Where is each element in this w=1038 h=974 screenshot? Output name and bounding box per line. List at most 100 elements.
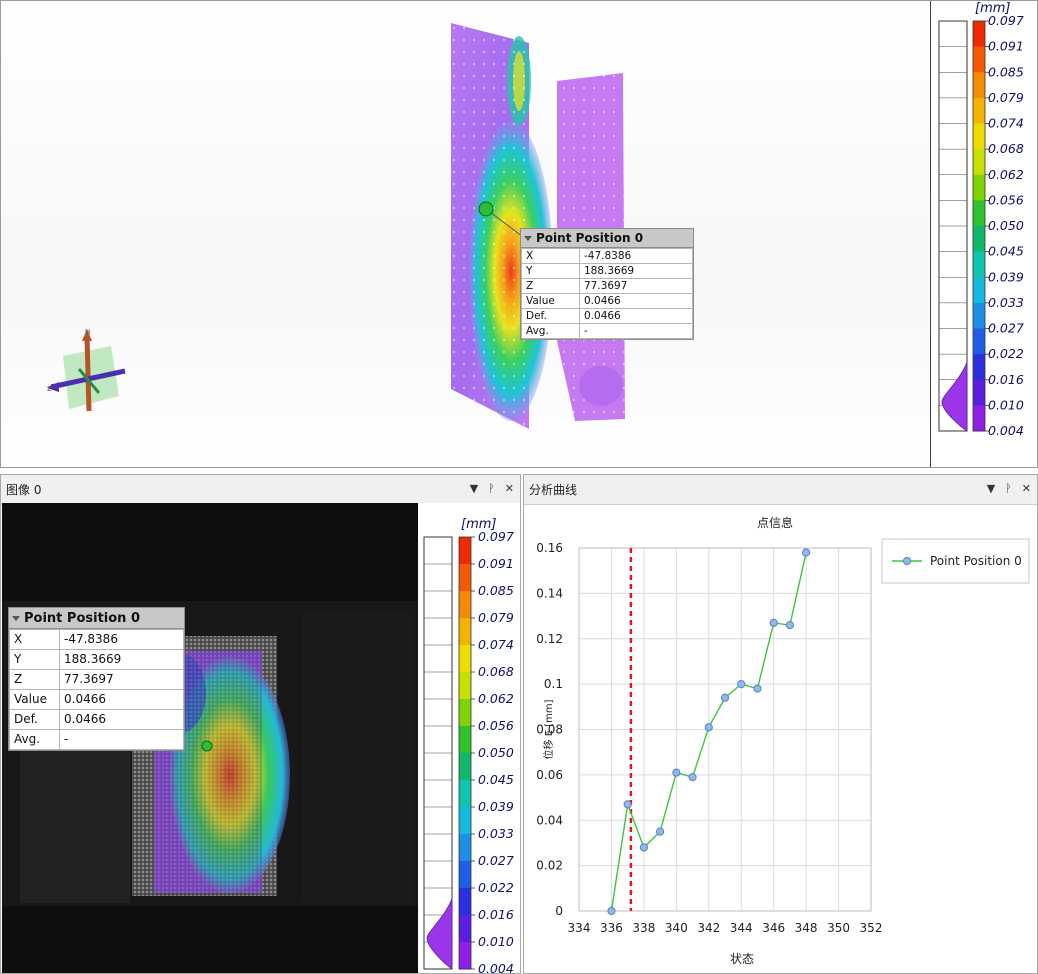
legend-tick-label: 0.074 (988, 116, 1024, 131)
point-info-box-2d[interactable]: Point Position 0 X -47.8386 Y 188.3669 Z 77.3… (8, 607, 185, 751)
curve-panel-header: 分析曲线 ▼ ᚹ ✕ (524, 475, 1037, 505)
pin-icon[interactable]: ᚹ (488, 482, 495, 495)
close-icon[interactable]: ✕ (1021, 482, 1031, 495)
data-point (704, 723, 713, 732)
x-tick-label: 348 (795, 921, 818, 935)
point-info-value: -47.8386 (59, 629, 184, 650)
legend-color-swatch (459, 915, 471, 943)
close-icon[interactable]: ✕ (504, 482, 514, 495)
panel-menu-icon[interactable]: ▼ (469, 482, 479, 495)
legend-tick-label: 0.027 (478, 853, 514, 868)
legend-color-swatch (973, 149, 985, 176)
image-panel: 图像 0 ▼ ᚹ ✕ (0, 474, 521, 974)
data-point (607, 906, 616, 916)
3d-scene[interactable]: H Z (1, 1, 931, 468)
point-info-value: 188.3669 (579, 263, 693, 279)
panel-menu-icon[interactable]: ▼ (986, 482, 996, 495)
legend-tick-label: 0.097 (478, 529, 514, 544)
legend-color-swatch (973, 277, 985, 304)
pin-icon[interactable]: ᚹ (1005, 482, 1012, 495)
legend-tick-label: 0.056 (988, 192, 1024, 207)
legend-tick-label: 0.091 (478, 556, 514, 571)
legend-color-swatch (973, 21, 985, 48)
data-point (802, 548, 811, 557)
point-info-row: Value 0.0466 (521, 293, 693, 309)
collapse-arrow-icon[interactable] (12, 615, 20, 621)
legend-tick-label: 0.097 (988, 13, 1024, 28)
legend-color-swatch (973, 123, 985, 150)
point-info-box-3d[interactable]: Point Position 0 X -47.8386 Y 188.3669 Z 77.3… (520, 228, 694, 340)
y-axis-label: 位移 E [mm] (542, 699, 555, 759)
point-info-row: X -47.8386 (9, 629, 184, 650)
chart-title: 点信息 (757, 515, 793, 530)
legend-color-swatch (973, 72, 985, 99)
collapse-arrow-icon[interactable] (524, 235, 532, 241)
legend-tick-label: 0.033 (478, 826, 514, 841)
axes-gizmo[interactable]: H Z (47, 328, 126, 412)
legend-tick-label: 0.010 (988, 397, 1024, 412)
x-tick-label: 340 (665, 921, 688, 935)
legend-color-swatch (459, 861, 471, 889)
data-point (753, 684, 762, 693)
legend-tick-label: 0.039 (478, 799, 514, 814)
data-point (720, 693, 730, 702)
legend-color-swatch (459, 780, 471, 808)
y-tick-label: 0.04 (536, 813, 563, 827)
color-legend-3d: [mm] 0.097 0.091 0.085 0.079 0.074 0.068 0.062 0… (930, 1, 1037, 467)
point-info-row: Y 188.3669 (9, 649, 184, 670)
legend-tick-label: 0.045 (988, 244, 1024, 259)
point-info-key: X (521, 248, 580, 264)
point-info-row: Avg. - (521, 323, 693, 339)
legend-histogram (426, 898, 453, 970)
legend-tick-label: 0.068 (478, 664, 514, 679)
legend-tick-label: 0.079 (478, 610, 514, 625)
point-info-row: Def. 0.0466 (9, 709, 184, 730)
point-info-key: Value (521, 293, 580, 309)
3d-viewport[interactable]: H Z Point Position 0 X -47.8386 Y 188.3669 Z… (0, 0, 1038, 468)
legend-tick-label: 0.022 (988, 346, 1024, 361)
legend-color-swatch (459, 834, 471, 862)
point-info-key: Def. (9, 709, 60, 730)
legend-color-swatch (973, 226, 985, 253)
point-info-value: 77.3697 (579, 278, 693, 294)
point-info-key: Z (521, 278, 580, 294)
legend-tick-label: 0.062 (988, 167, 1024, 182)
x-tick-label: 352 (860, 921, 883, 935)
data-point (785, 621, 794, 630)
legend-tick-label: 0.062 (478, 691, 514, 706)
legend-tick-label: 0.039 (988, 269, 1024, 284)
legend-color-swatch (459, 618, 471, 646)
legend-tick-label: 0.004 (988, 423, 1024, 438)
camera-image-view[interactable]: Point Position 0 X -47.8386 Y 188.3669 Z 77.3… (2, 503, 418, 973)
data-point (672, 768, 681, 777)
point-info-key: Y (9, 649, 60, 670)
point-info-key: Y (521, 263, 580, 279)
legend-tick-label: 0.016 (988, 372, 1024, 387)
point-info-value: 0.0466 (59, 689, 184, 710)
legend-color-swatch (973, 97, 985, 124)
x-tick-label: 350 (827, 921, 850, 935)
legend-color-swatch (973, 302, 985, 329)
selected-point-marker-2d[interactable] (201, 740, 213, 752)
analysis-curve-panel: 分析曲线 ▼ ᚹ ✕ 点信息 334 336 338 340 342 344 346 348 35… (523, 474, 1038, 974)
point-info-row: Avg. - (9, 729, 184, 750)
selected-point-marker[interactable] (478, 201, 494, 217)
x-tick-label: 334 (568, 921, 591, 935)
legend-color-swatch (973, 354, 985, 381)
legend-tick-label: 0.016 (478, 907, 514, 922)
point-info-value: 0.0466 (59, 709, 184, 730)
point-info-key: Avg. (9, 729, 60, 750)
legend-tick-label: 0.022 (478, 880, 514, 895)
axis-z-label: Z (47, 385, 52, 393)
x-axis-label: 状态 (730, 952, 754, 966)
legend-tick-label: 0.010 (478, 934, 514, 949)
analysis-chart[interactable]: 点信息 334 336 338 340 342 344 346 348 350 352 0 0.02 0.… (524, 505, 1037, 973)
image-panel-header: 图像 0 ▼ ᚹ ✕ (1, 475, 520, 505)
point-info-value: 77.3697 (59, 669, 184, 690)
point-box-title: Point Position 0 (24, 610, 140, 626)
point-info-value: - (59, 729, 184, 750)
legend-color-swatch (973, 379, 985, 406)
data-point (688, 773, 697, 782)
axis-h-label: H (85, 328, 90, 336)
left-specimen-plate (451, 23, 553, 429)
